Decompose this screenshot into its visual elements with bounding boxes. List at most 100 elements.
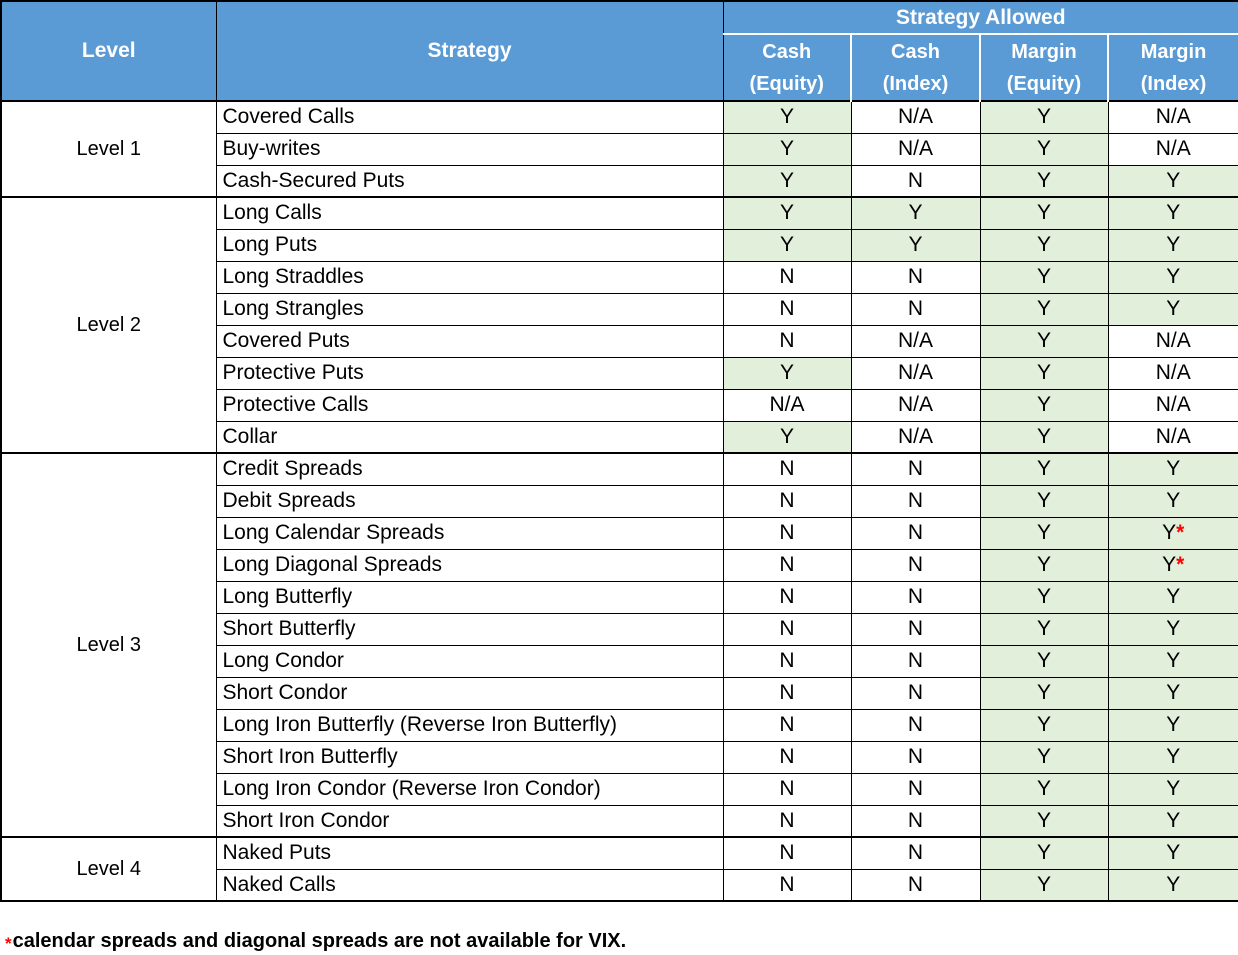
strategy-cell: Short Iron Condor [215,804,724,838]
strategy-cell: Long Diagonal Spreads [215,548,724,582]
allowed-value-cell: Y [1107,836,1238,870]
allowed-value-cell: N [850,260,981,294]
allowed-value-cell: Y* [1107,548,1238,582]
allowed-value-cell: Y [722,420,852,454]
table-row: Long Diagonal Spreads N N Y Y* [1,548,1238,582]
allowed-value-cell: Y [1107,164,1238,198]
strategy-cell: Naked Puts [215,836,724,870]
allowed-value-cell: Y [979,772,1109,806]
allowed-value-cell: N [850,740,981,774]
allowed-value-cell: N/A [1107,324,1238,358]
allowed-value-cell: Y [1107,228,1238,262]
allowed-value-cell: N [722,516,852,550]
footnote-text: calendar spreads and diagonal spreads ar… [12,930,627,952]
allowed-value-cell: N [850,452,981,486]
allowed-value-cell: Y [979,452,1109,486]
allowed-value-cell: N/A [850,388,981,422]
allowed-value-cell: Y [979,356,1109,390]
table-row: Cash-Secured Puts Y N Y Y [1,164,1238,198]
table-row: Long Iron Butterfly (Reverse Iron Butter… [1,708,1238,742]
allowed-value-cell: N [850,484,981,518]
table-row: Debit Spreads N N Y Y [1,484,1238,518]
allowed-value-cell: Y [1107,740,1238,774]
allowed-value-cell: N [722,260,852,294]
options-strategy-approval-table: Level Strategy Strategy Allowed Cash (Equ… [0,0,1238,902]
table-row: Short Condor N N Y Y [1,676,1238,710]
strategy-cell: Naked Calls [215,868,724,902]
strategy-cell: Long Puts [215,228,724,262]
table-row: Protective Puts Y N/A Y N/A [1,356,1238,390]
allowed-value-cell: Y [1107,580,1238,614]
allowed-value-cell: N [850,164,981,198]
table-row: Long Strangles N N Y Y [1,292,1238,326]
vix-note-asterisk: * [1176,553,1185,576]
allowed-value-cell: N [850,708,981,742]
table-row: Long Straddles N N Y Y [1,260,1238,294]
table-row: Long Iron Condor (Reverse Iron Condor) N N… [1,772,1238,806]
allowed-value-cell: Y [979,868,1109,902]
strategy-cell: Long Calls [215,196,724,230]
allowed-value-cell: N [850,516,981,550]
allowed-value-cell: N [850,868,981,902]
allowed-value-cell: N [850,580,981,614]
allowed-value-cell: Y [979,260,1109,294]
table-row: Short Butterfly N N Y Y [1,612,1238,646]
allowed-value-cell: Y* [1107,516,1238,550]
header-row-top: Level Strategy Strategy Allowed [0,0,1238,102]
allowed-value-cell: Y [979,804,1109,838]
strategy-cell: Long Calendar Spreads [215,516,724,550]
strategy-cell: Cash-Secured Puts [215,164,724,198]
strategy-cell: Covered Calls [215,100,724,134]
strategy-cell: Long Iron Condor (Reverse Iron Condor) [215,772,724,806]
table-row: Collar Y N/A Y N/A [1,420,1238,454]
vix-note-asterisk: * [1176,521,1185,544]
allowed-value-cell: N [850,836,981,870]
table-row: Level 3 Credit Spreads N N Y Y [0,452,1238,838]
allowed-value-cell: Y [979,676,1109,710]
allowed-value-cell: N [722,548,852,582]
column-header-margin-index: Margin (Index) [1106,33,1238,102]
allowed-value-cell: N/A [850,420,981,454]
allowed-value-cell: Y [979,740,1109,774]
allowed-value-cell: N/A [850,100,981,134]
allowed-value-cell: N [722,868,852,902]
strategy-cell: Long Straddles [215,260,724,294]
allowed-value-cell: Y [1107,452,1238,486]
allowed-value-cell: Y [979,228,1109,262]
table-row: Covered Puts N N/A Y N/A [1,324,1238,358]
allowed-value-cell: N [722,804,852,838]
allowed-value-cell: N [722,644,852,678]
allowed-value-cell: N/A [1107,356,1238,390]
allowed-value-cell: N [722,836,852,870]
allowed-value-cell: Y [1107,868,1238,902]
allowed-value-cell: Y [1107,708,1238,742]
strategy-cell: Buy-writes [215,132,724,166]
allowed-value-cell: Y [1107,612,1238,646]
allowed-value-cell: Y [1107,484,1238,518]
strategy-cell: Collar [215,420,724,454]
level-cell: Level 4 [0,836,217,902]
table-row: Long Condor N N Y Y [1,644,1238,678]
allowed-value-cell: N/A [1107,420,1238,454]
allowed-value-cell: Y [722,164,852,198]
allowed-value-cell: Y [722,132,852,166]
strategy-cell: Long Strangles [215,292,724,326]
allowed-value-cell: Y [850,228,981,262]
allowed-value-cell: N [722,324,852,358]
level-cell: Level 1 [0,100,217,198]
allowed-value-cell: Y [722,356,852,390]
table-row: Buy-writes Y N/A Y N/A [1,132,1238,166]
allowed-value-cell: Y [722,228,852,262]
table-row: Level 4 Naked Puts N N Y Y [0,836,1238,902]
column-header-level: Level [0,0,217,102]
allowed-value-cell: Y [979,100,1109,134]
allowed-value-cell: N [850,548,981,582]
allowed-value-cell: N [850,292,981,326]
allowed-value-cell: Y [1107,804,1238,838]
allowed-value-cell: N [850,804,981,838]
footnote-asterisk: * [5,934,12,953]
allowed-value-cell: N/A [1107,100,1238,134]
allowed-value-cell: Y [1107,292,1238,326]
allowed-value-cell: Y [979,836,1109,870]
allowed-value-cell: Y [722,100,852,134]
